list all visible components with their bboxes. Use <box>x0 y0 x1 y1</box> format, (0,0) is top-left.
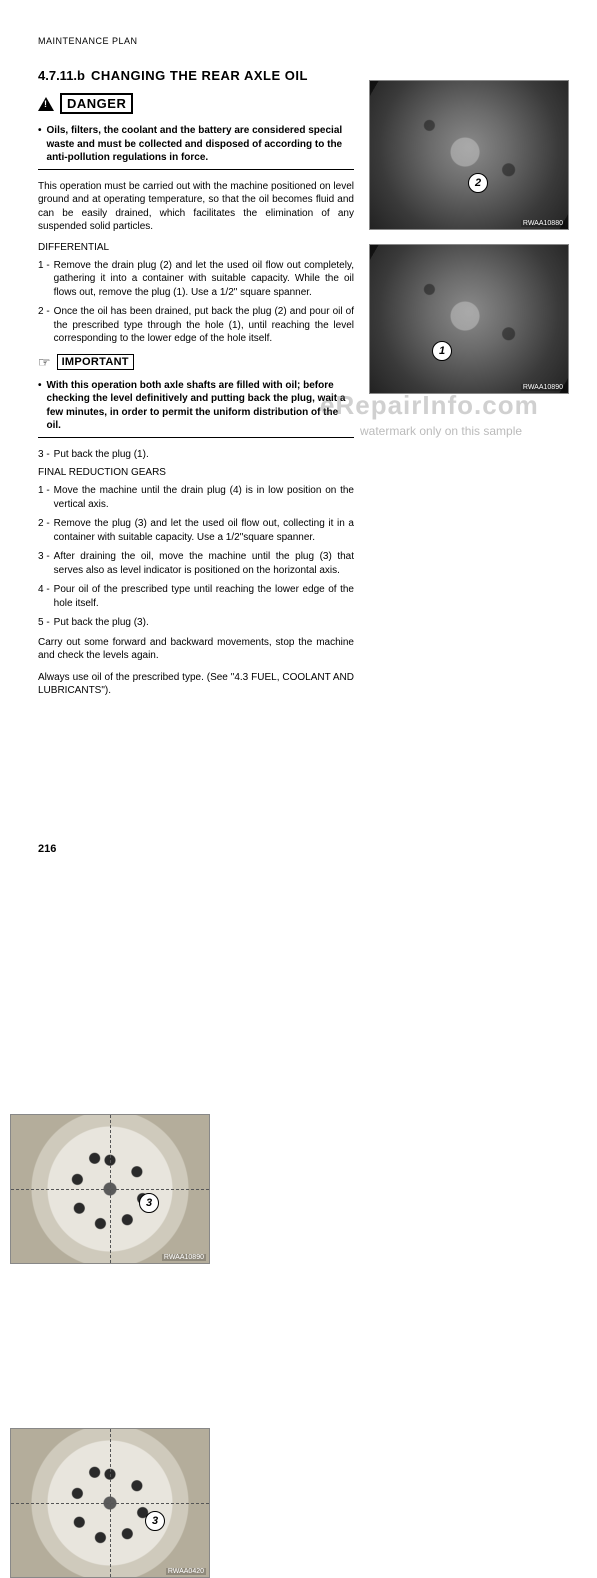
section-number: 4.7.11.b <box>38 68 85 83</box>
callout-number: 1 <box>432 341 452 361</box>
step-text: Remove the drain plug (2) and let the us… <box>54 259 354 300</box>
figure-photo: 3 RWAA0420 <box>10 1428 210 1578</box>
step-item: 1 - Remove the drain plug (2) and let the… <box>38 259 354 300</box>
warning-triangle-icon <box>38 97 54 111</box>
photos: 2RWAA108801RWAA108903RWAA108903RWAA0420 <box>38 706 569 1006</box>
final-steps: 1 - Move the machine until the drain plug… <box>38 484 354 630</box>
axis-line-horizontal <box>11 1503 209 1504</box>
step-item: 4 - Pour oil of the prescribed type until… <box>38 583 354 610</box>
important-callout: ☞ IMPORTANT <box>38 354 354 371</box>
step-item: 2 - Once the oil has been drained, put ba… <box>38 305 354 346</box>
step-number: 5 - <box>38 616 50 630</box>
photo-reference: RWAA10880 <box>521 220 565 227</box>
page-number: 216 <box>38 843 56 855</box>
figure-photo: 1RWAA10890 <box>369 244 569 394</box>
intro-paragraph: This operation must be carried out with … <box>38 180 354 234</box>
step-number: 4 - <box>38 583 50 610</box>
step-text: Once the oil has been drained, put back … <box>54 305 354 346</box>
axis-line-horizontal <box>11 1189 209 1190</box>
step-number: 1 - <box>38 484 50 511</box>
step-text: Move the machine until the drain plug (4… <box>54 484 354 511</box>
danger-label: DANGER <box>60 93 133 114</box>
differential-heading: DIFFERENTIAL <box>38 242 354 253</box>
differential-steps: 1 - Remove the drain plug (2) and let the… <box>38 259 354 346</box>
step-number: 2 - <box>38 517 50 544</box>
danger-bullet: • Oils, filters, the coolant and the bat… <box>38 124 354 165</box>
callout-number: 3 <box>145 1511 165 1531</box>
step-item: 1 - Move the machine until the drain plug… <box>38 484 354 511</box>
photo-reference: RWAA0420 <box>166 1568 206 1575</box>
final-heading: FINAL REDUCTION GEARS <box>38 467 354 478</box>
step-text: Pour oil of the prescribed type until re… <box>54 583 354 610</box>
important-text: With this operation both axle shafts are… <box>47 379 354 433</box>
separator <box>38 169 354 170</box>
danger-text: Oils, filters, the coolant and the batte… <box>47 124 354 165</box>
bullet-dot: • <box>38 379 42 433</box>
outro-paragraph-2: Always use oil of the prescribed type. (… <box>38 671 354 698</box>
text-column: 4.7.11.b CHANGING THE REAR AXLE OIL DANG… <box>38 68 354 698</box>
section-heading: CHANGING THE REAR AXLE OIL <box>91 68 308 83</box>
step-text: Remove the plug (3) and let the used oil… <box>54 517 354 544</box>
separator <box>38 437 354 438</box>
outro-paragraph-1: Carry out some forward and backward move… <box>38 636 354 663</box>
step-number: 1 - <box>38 259 50 300</box>
figure-photo: 2 RWAA10880 <box>369 80 569 230</box>
step-text: Put back the plug (3). <box>54 616 354 630</box>
step-number: 2 - <box>38 305 50 346</box>
bullet-dot: • <box>38 124 42 165</box>
pointing-hand-icon: ☞ <box>38 354 51 371</box>
section-title: 4.7.11.b CHANGING THE REAR AXLE OIL <box>38 68 354 83</box>
step-text: Put back the plug (1). <box>54 448 354 462</box>
step-item: 2 - Remove the plug (3) and let the used … <box>38 517 354 544</box>
danger-callout: DANGER <box>38 93 354 114</box>
step-number: 3 - <box>38 550 50 577</box>
important-label: IMPORTANT <box>57 354 134 370</box>
watermark-main: eRepairInfo.com <box>320 390 539 421</box>
important-bullet: • With this operation both axle shafts a… <box>38 379 354 433</box>
photo-reference: RWAA10890 <box>162 1254 206 1261</box>
step-text: After draining the oil, move the machine… <box>54 550 354 577</box>
callout-number: 3 <box>139 1193 159 1213</box>
step-item: 3 - After draining the oil, move the mach… <box>38 550 354 577</box>
step-item: 3 - Put back the plug (1). <box>38 448 354 462</box>
page-header: MAINTENANCE PLAN <box>38 36 569 46</box>
callout-number: 2 <box>468 173 488 193</box>
figure-photo: 3 RWAA10890 <box>10 1114 210 1264</box>
step-number: 3 - <box>38 448 50 462</box>
watermark-sub: watermark only on this sample <box>360 424 522 438</box>
step-item: 5 - Put back the plug (3). <box>38 616 354 630</box>
